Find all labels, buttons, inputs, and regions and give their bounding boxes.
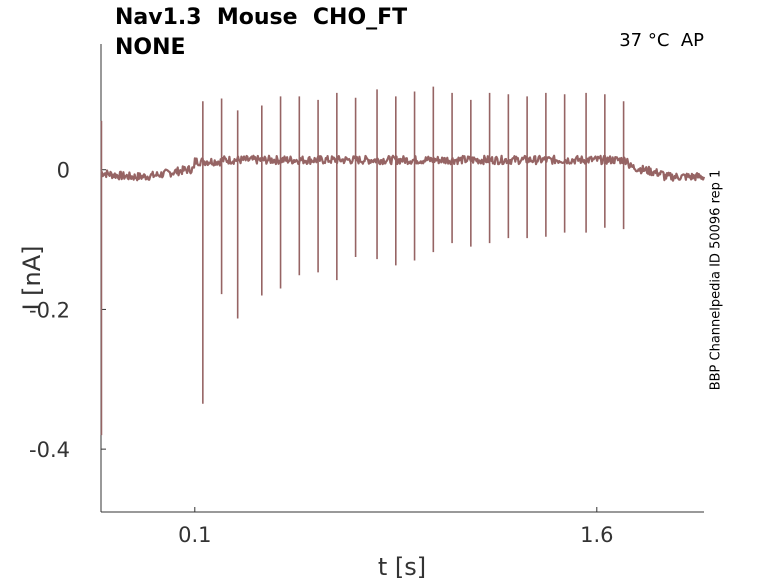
y-tick-label: 0 [57,159,70,183]
y-tick-label: -0.2 [29,298,70,322]
tick-labels: 0 -0.2 -0.4 0.1 1.6 [29,159,613,547]
recording-conditions: 37 °C AP [619,30,704,51]
y-tick-label: -0.4 [29,438,70,462]
chart-title-line1: Nav1.3 Mouse CHO_FT [115,5,408,30]
x-axis-label: t [s] [378,553,426,581]
x-tick-label: 0.1 [178,523,211,547]
axes [100,44,704,513]
x-tick-label: 1.6 [580,523,613,547]
current-trace [100,86,706,436]
chart-title-line2: NONE [115,35,186,60]
y-axis-label: I [nA] [18,245,46,310]
source-id-label: BBP Channelpedia ID 50096 rep 1 [708,169,724,391]
series-baseline [100,154,706,182]
